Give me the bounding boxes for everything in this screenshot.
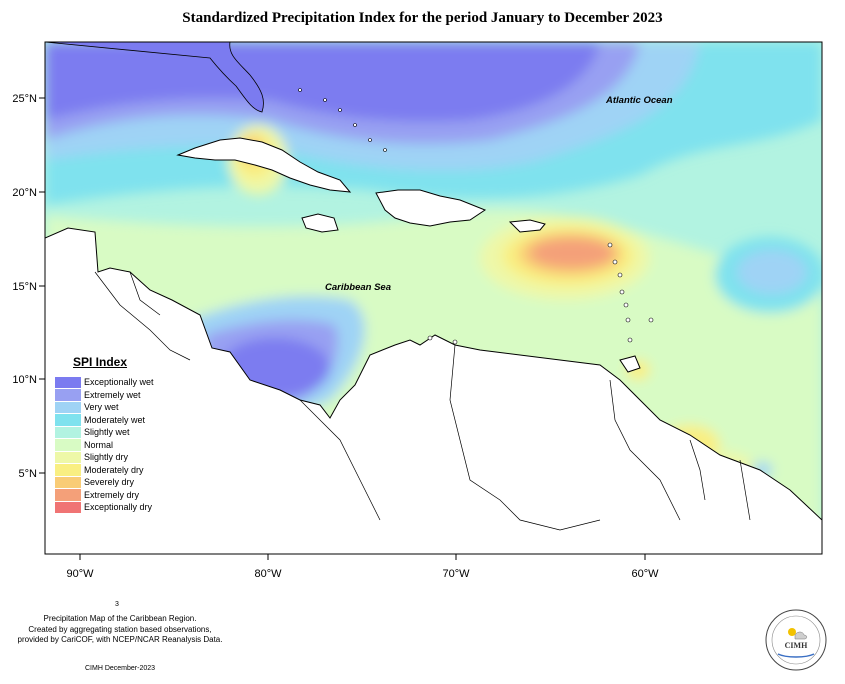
legend-swatch <box>55 489 81 501</box>
legend-label: Severely dry <box>84 477 135 488</box>
wave-icon <box>777 653 815 658</box>
footer-mark: 3 <box>115 601 119 608</box>
lat-tick-label: 10°N <box>12 374 37 386</box>
legend-label: Extremely dry <box>84 489 140 500</box>
lon-tick-label: 90°W <box>66 568 94 580</box>
legend-item: Slightly dry <box>55 451 165 464</box>
legend-item: Extremely wet <box>55 389 165 402</box>
legend-item: Slightly wet <box>55 426 165 439</box>
lon-tick-label: 70°W <box>442 568 470 580</box>
legend-label: Exceptionally wet <box>84 377 154 388</box>
legend-item: Exceptionally wet <box>55 376 165 389</box>
logo-text: CIMH <box>785 641 808 650</box>
legend-label: Slightly wet <box>84 427 130 438</box>
map-frame <box>44 41 823 555</box>
legend-item: Extremely dry <box>55 489 165 502</box>
legend-swatch <box>55 376 81 388</box>
lon-tick-label: 80°W <box>254 568 282 580</box>
legend-label: Moderately wet <box>84 414 146 425</box>
legend-swatch <box>55 426 81 438</box>
latitude-axis: 25°N 20°N 15°N 10°N 5°N <box>12 93 45 480</box>
legend-item: Normal <box>55 439 165 452</box>
legend-label: Slightly dry <box>84 452 129 463</box>
footer-line: Precipitation Map of the Caribbean Regio… <box>43 614 197 623</box>
legend-label: Very wet <box>84 402 119 413</box>
map-title: Standardized Precipitation Index for the… <box>182 10 663 26</box>
legend-label: Normal <box>84 439 114 450</box>
lat-tick-label: 25°N <box>12 93 37 105</box>
footer-line: Created by aggregating station based obs… <box>28 624 212 634</box>
footer-credit: CIMH December-2023 <box>85 665 156 672</box>
legend-item: Severely dry <box>55 476 165 489</box>
legend-item: Exceptionally dry <box>55 501 165 514</box>
lon-tick-label: 60°W <box>631 568 659 580</box>
cimh-logo: CIMH <box>765 609 827 671</box>
spi-legend: SPI Index Exceptionally wet Extremely wet… <box>55 355 165 514</box>
legend-swatch <box>55 414 81 426</box>
legend-title: SPI Index <box>73 355 128 369</box>
legend-label: Moderately dry <box>84 464 144 475</box>
legend-swatch <box>55 451 81 463</box>
legend-swatch <box>55 389 81 401</box>
longitude-axis: 90°W 80°W 70°W 60°W <box>66 554 659 580</box>
lat-tick-label: 15°N <box>12 281 37 293</box>
legend-item: Moderately dry <box>55 464 165 477</box>
legend-swatch <box>55 476 81 488</box>
small-islands <box>298 88 654 345</box>
caribbean-sea-label: Caribbean Sea <box>325 282 391 293</box>
country-borders <box>94 271 751 531</box>
legend-item: Moderately wet <box>55 414 165 427</box>
legend-swatch <box>55 439 81 451</box>
landmass <box>45 42 822 554</box>
legend-label: Extremely wet <box>84 389 141 400</box>
legend-swatch <box>55 464 81 476</box>
cloud-icon <box>794 631 808 640</box>
legend-swatch <box>55 501 81 513</box>
footer-line: provided by CariCOF, with NCEP/NCAR Rean… <box>17 635 223 644</box>
lat-tick-label: 20°N <box>12 187 37 199</box>
legend-items: Exceptionally wet Extremely wet Very wet Mo… <box>55 376 165 514</box>
sun-icon <box>788 628 796 636</box>
atlantic-ocean-label: Atlantic Ocean <box>605 95 673 106</box>
legend-swatch <box>55 401 81 413</box>
legend-item: Very wet <box>55 401 165 414</box>
map-footer: Precipitation Map of the Caribbean Regio… <box>0 614 240 646</box>
legend-label: Exceptionally dry <box>84 502 153 513</box>
spi-field <box>45 42 822 554</box>
lat-tick-label: 5°N <box>19 468 38 480</box>
